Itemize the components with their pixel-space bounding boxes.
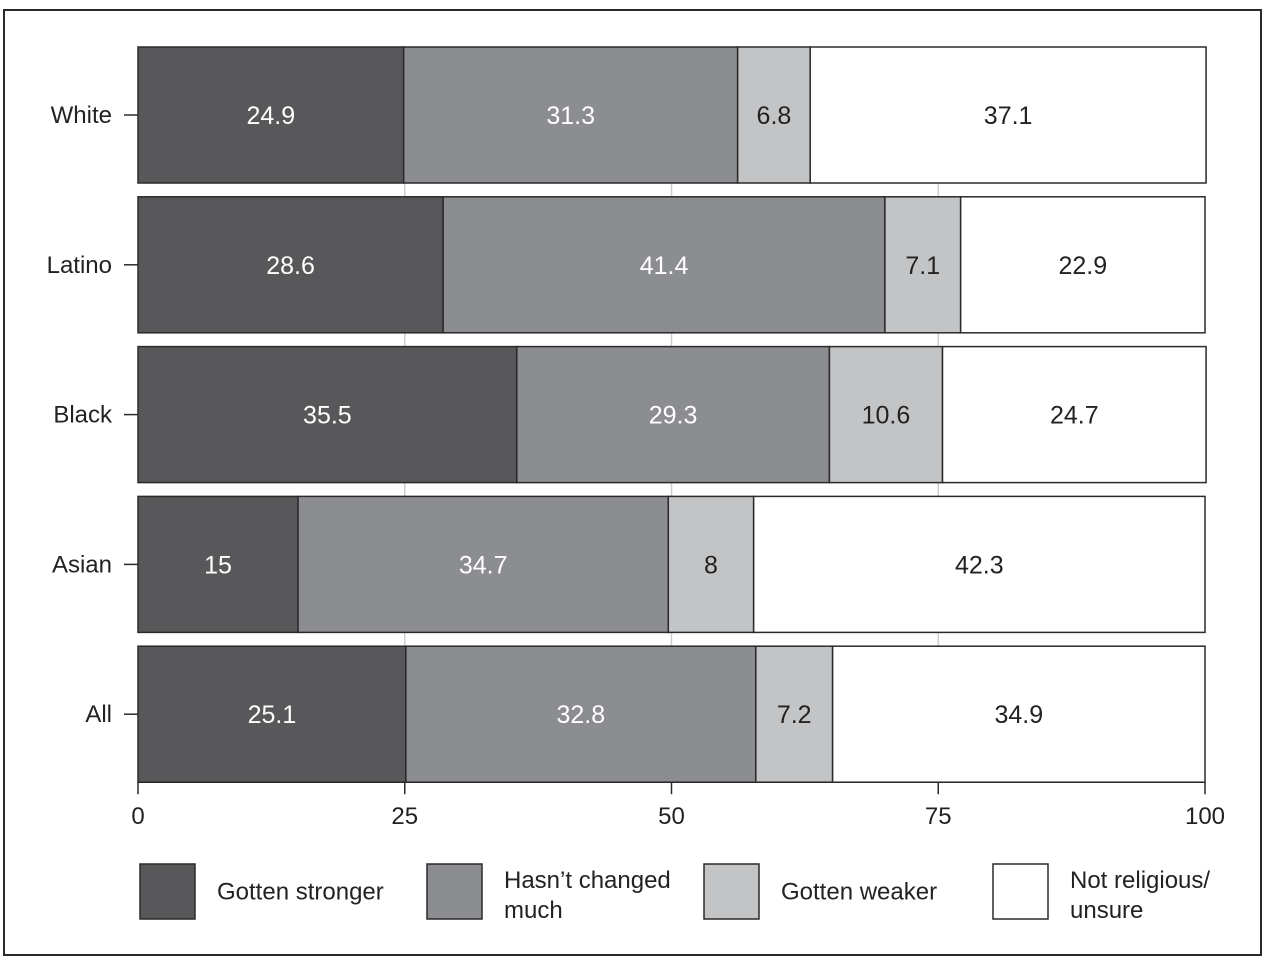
bars: 24.9 31.3 6.8 37.1 28.6 41.4 7.1 22.9 35.5 29.3 10… xyxy=(137,46,1207,783)
x-tick-label-75: 75 xyxy=(925,803,952,830)
x-tick-label-0: 0 xyxy=(131,803,144,830)
y-tick-label-all: All xyxy=(85,701,112,728)
legend-swatch xyxy=(426,863,483,920)
bar-white-gotten-stronger xyxy=(137,46,405,184)
bar-white-hasn-t-changed-much xyxy=(402,46,739,184)
bar-white-gotten-weaker xyxy=(736,46,811,184)
data-label: 31.3 xyxy=(546,102,595,130)
data-label: 10.6 xyxy=(862,402,911,430)
legend-label: Gotten stronger xyxy=(217,879,384,906)
legend-item-hasn-t-changed-much: Hasn’t changed much xyxy=(426,863,671,924)
legend-item-gotten-weaker: Gotten weaker xyxy=(703,863,937,920)
legend-item-gotten-stronger: Gotten stronger xyxy=(139,863,384,920)
x-axis: 0 25 50 75 100 xyxy=(131,781,1225,830)
y-tick-label-white: White xyxy=(51,102,112,129)
y-tick-label-black: Black xyxy=(53,402,113,429)
legend-label: Not religious/unsure xyxy=(1070,867,1210,924)
bar-black-gotten-weaker xyxy=(828,345,944,484)
bar-latino-gotten-weaker xyxy=(884,196,962,334)
data-label: 28.6 xyxy=(266,252,315,280)
x-tick-label-50: 50 xyxy=(658,803,685,830)
data-label: 35.5 xyxy=(303,402,352,430)
data-label: 42.3 xyxy=(955,551,1004,579)
data-label: 8 xyxy=(704,551,718,579)
x-tick-label-25: 25 xyxy=(391,803,418,830)
data-label: 25.1 xyxy=(248,701,297,729)
data-label: 37.1 xyxy=(984,102,1033,130)
y-tick-label-asian: Asian xyxy=(52,551,112,578)
bar-all-hasn-t-changed-much xyxy=(405,645,757,783)
legend-label: Hasn’t changed much xyxy=(504,867,671,924)
data-label: 7.1 xyxy=(905,252,940,280)
bar-black-gotten-stronger xyxy=(137,345,518,484)
data-label: 29.3 xyxy=(649,402,698,430)
data-label: 6.8 xyxy=(757,102,792,130)
y-axis: White Latino Black Asian All xyxy=(47,102,138,728)
bar-black-hasn-t-changed-much xyxy=(516,345,831,484)
bar-asian-not-religious-unsure xyxy=(752,495,1206,634)
data-label: 41.4 xyxy=(640,252,689,280)
bar-asian-gotten-stronger xyxy=(137,495,299,634)
legend-label: Gotten weaker xyxy=(781,879,937,906)
bar-black-not-religious-unsure xyxy=(941,345,1207,484)
data-label: 32.8 xyxy=(556,701,605,729)
bar-all-not-religious-unsure xyxy=(831,645,1206,783)
y-tick-label-latino: Latino xyxy=(47,252,112,279)
bar-all-gotten-stronger xyxy=(137,645,407,783)
legend-swatch xyxy=(139,863,196,920)
bar-asian-hasn-t-changed-much xyxy=(297,495,670,634)
data-label: 24.9 xyxy=(247,102,296,130)
bar-latino-not-religious-unsure xyxy=(959,196,1206,334)
legend-swatch xyxy=(703,863,760,920)
x-tick-label-100: 100 xyxy=(1185,803,1225,830)
legend-swatch xyxy=(992,863,1049,920)
legend: Gotten stronger Hasn’t changed much Gotten … xyxy=(139,863,1210,924)
data-label: 7.2 xyxy=(777,701,812,729)
data-label: 24.7 xyxy=(1050,402,1099,430)
bar-asian-gotten-weaker xyxy=(667,495,755,634)
data-label: 22.9 xyxy=(1058,252,1107,280)
bar-latino-hasn-t-changed-much xyxy=(442,196,886,334)
bar-white-not-religious-unsure xyxy=(809,46,1207,184)
data-label: 34.9 xyxy=(994,701,1043,729)
data-label: 15 xyxy=(204,551,232,579)
data-label: 34.7 xyxy=(459,551,508,579)
bar-all-gotten-weaker xyxy=(755,645,834,783)
legend-item-not-religious-unsure: Not religious/unsure xyxy=(992,863,1210,924)
bar-latino-gotten-stronger xyxy=(137,196,444,334)
